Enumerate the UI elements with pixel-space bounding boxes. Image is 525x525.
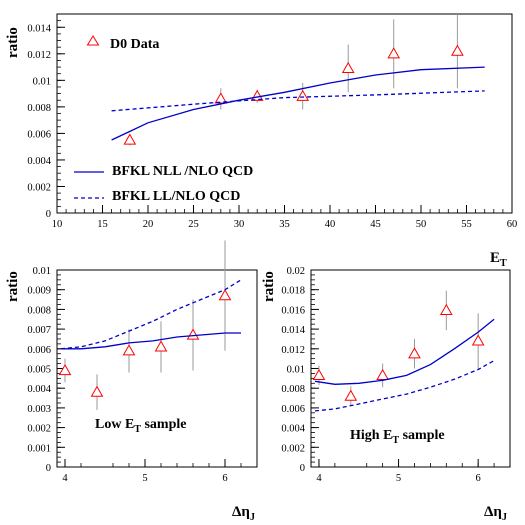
br-top-sub: T <box>500 258 507 269</box>
high-sample-pre: High E <box>350 428 392 443</box>
br-ytick-label: 0.002 <box>281 443 305 454</box>
bl-ylabel: ratio <box>5 271 21 302</box>
bl-data-point <box>58 363 72 376</box>
top-data-point <box>387 47 401 59</box>
bl-nll-curve <box>61 332 241 350</box>
br-data-point <box>344 389 358 401</box>
top-ylabel: ratio <box>5 27 21 58</box>
br-xlabel-sub: J <box>502 512 507 523</box>
br-data-point <box>312 368 326 381</box>
br-panel: 4 5 6 0 0.002 0.004 0.006 0.008 0.01 0.012 0.014 0.… <box>281 266 511 484</box>
bl-ytick-label: 0.002 <box>27 424 51 435</box>
top-panel: 10 15 20 25 30 35 40 45 50 55 60 0 0.002 0.004 0.006 0.… <box>27 13 518 230</box>
legend-ll-label: BFKL LL/NLO QCD <box>112 189 240 204</box>
bl-data-point <box>90 385 104 397</box>
bl-ytick-label: 0.005 <box>27 365 51 376</box>
high-sample-sub: T <box>392 435 399 446</box>
top-xtick-label: 50 <box>416 219 427 230</box>
br-ytick-label: 0 <box>300 463 305 474</box>
bl-ytick-label: 0.004 <box>27 384 51 395</box>
top-data-point <box>341 61 355 74</box>
br-ytick-label: 0.012 <box>281 345 305 356</box>
top-xtick-label: 30 <box>234 219 245 230</box>
br-data-point <box>471 334 485 346</box>
br-nll-curve <box>314 318 495 385</box>
legend-data-marker <box>86 35 100 46</box>
bl-ytick-label: 0.001 <box>27 443 51 454</box>
legend-data-label: D0 Data <box>110 37 159 52</box>
top-ytick-label: 0.014 <box>27 23 51 34</box>
bl-ytick-label: 0.006 <box>27 345 51 356</box>
bl-ytick-label: 0.01 <box>33 266 51 277</box>
br-ytick-label: 0.01 <box>287 365 305 376</box>
bl-xtick-label: 4 <box>62 473 68 484</box>
top-xtick-label: 15 <box>97 219 108 230</box>
top-nll-curve <box>111 66 485 141</box>
br-ll-curve <box>314 360 495 412</box>
bl-ytick-label: 0.009 <box>27 286 51 297</box>
low-sample-pre: Low E <box>95 417 134 432</box>
top-ytick-label: 0.01 <box>33 76 51 87</box>
top-xtick-label: 35 <box>279 219 290 230</box>
bl-data-point <box>122 344 136 356</box>
top-xtick-label: 60 <box>507 219 518 230</box>
top-xtick-label: 10 <box>52 219 63 230</box>
br-ytick-label: 0.008 <box>281 384 305 395</box>
br-ytick-label: 0.018 <box>281 286 305 297</box>
bl-panel: 4 5 6 0 0.001 0.002 0.003 0.004 0.005 0.006 0.007 0… <box>27 240 258 484</box>
top-data-point <box>451 44 464 56</box>
bl-data-point <box>186 328 200 340</box>
bl-ll-curve <box>60 279 242 350</box>
br-ytick-label: 0.016 <box>281 305 305 316</box>
top-ytick-label: 0.002 <box>27 182 51 193</box>
br-top-main: E <box>490 250 500 266</box>
low-sample-post: sample <box>141 417 187 432</box>
bl-data-point <box>154 340 168 352</box>
br-xlabel-main: Δη <box>484 504 502 520</box>
panels: 10 15 20 25 30 35 40 45 50 55 6000.0020.0040.0060.… <box>27 13 518 484</box>
br-ytick-label: 0.02 <box>287 266 305 277</box>
top-xtick-label: 40 <box>325 219 336 230</box>
top-ytick-label: 0.006 <box>27 129 51 140</box>
bl-xtick-label: 6 <box>222 473 227 484</box>
top-ytick-label: 0.008 <box>27 103 51 114</box>
high-sample-label: High ET sample <box>350 428 445 446</box>
bl-xlabel: ΔηJ <box>232 504 255 523</box>
br-ytick-label: 0.004 <box>281 424 305 435</box>
br-ytick-label: 0.006 <box>281 404 305 415</box>
bl-ytick-label: 0.007 <box>27 325 51 336</box>
top-data-point <box>296 89 310 101</box>
br-xtick-label: 4 <box>316 473 322 484</box>
br-data-point <box>408 347 421 359</box>
bl-ytick-label: 0.008 <box>27 305 51 316</box>
bl-data-point <box>218 289 232 301</box>
br-top-label: ET <box>490 250 507 269</box>
top-xtick-label: 45 <box>370 219 381 230</box>
top-xtick-label: 55 <box>461 219 472 230</box>
low-sample-label: Low ET sample <box>95 417 186 435</box>
br-data-point <box>439 303 453 316</box>
br-xtick-label: 6 <box>476 473 481 484</box>
br-xlabel: ΔηJ <box>484 504 507 523</box>
legend-nll-label: BFKL NLL /NLO QCD <box>112 164 253 179</box>
top-xtick-label: 20 <box>143 219 154 230</box>
high-sample-post: sample <box>399 428 445 443</box>
top-data-point <box>123 133 137 145</box>
top-ytick-label: 0.004 <box>27 156 51 167</box>
top-data-point <box>214 92 228 104</box>
br-ylabel: ratio <box>261 271 277 302</box>
bl-xlabel-main: Δη <box>232 504 250 520</box>
bl-xlabel-sub: J <box>250 512 255 523</box>
top-ytick-label: 0 <box>46 209 51 220</box>
low-sample-sub: T <box>134 424 141 435</box>
top-ytick-label: 0.012 <box>27 50 51 61</box>
top-xtick-label: 25 <box>188 219 199 230</box>
bl-ytick-label: 0 <box>46 463 51 474</box>
bl-xtick-label: 5 <box>142 473 147 484</box>
br-data-point <box>376 368 390 381</box>
br-ytick-label: 0.014 <box>281 325 305 336</box>
br-xtick-label: 5 <box>396 473 401 484</box>
bl-ytick-label: 0.003 <box>27 404 51 415</box>
